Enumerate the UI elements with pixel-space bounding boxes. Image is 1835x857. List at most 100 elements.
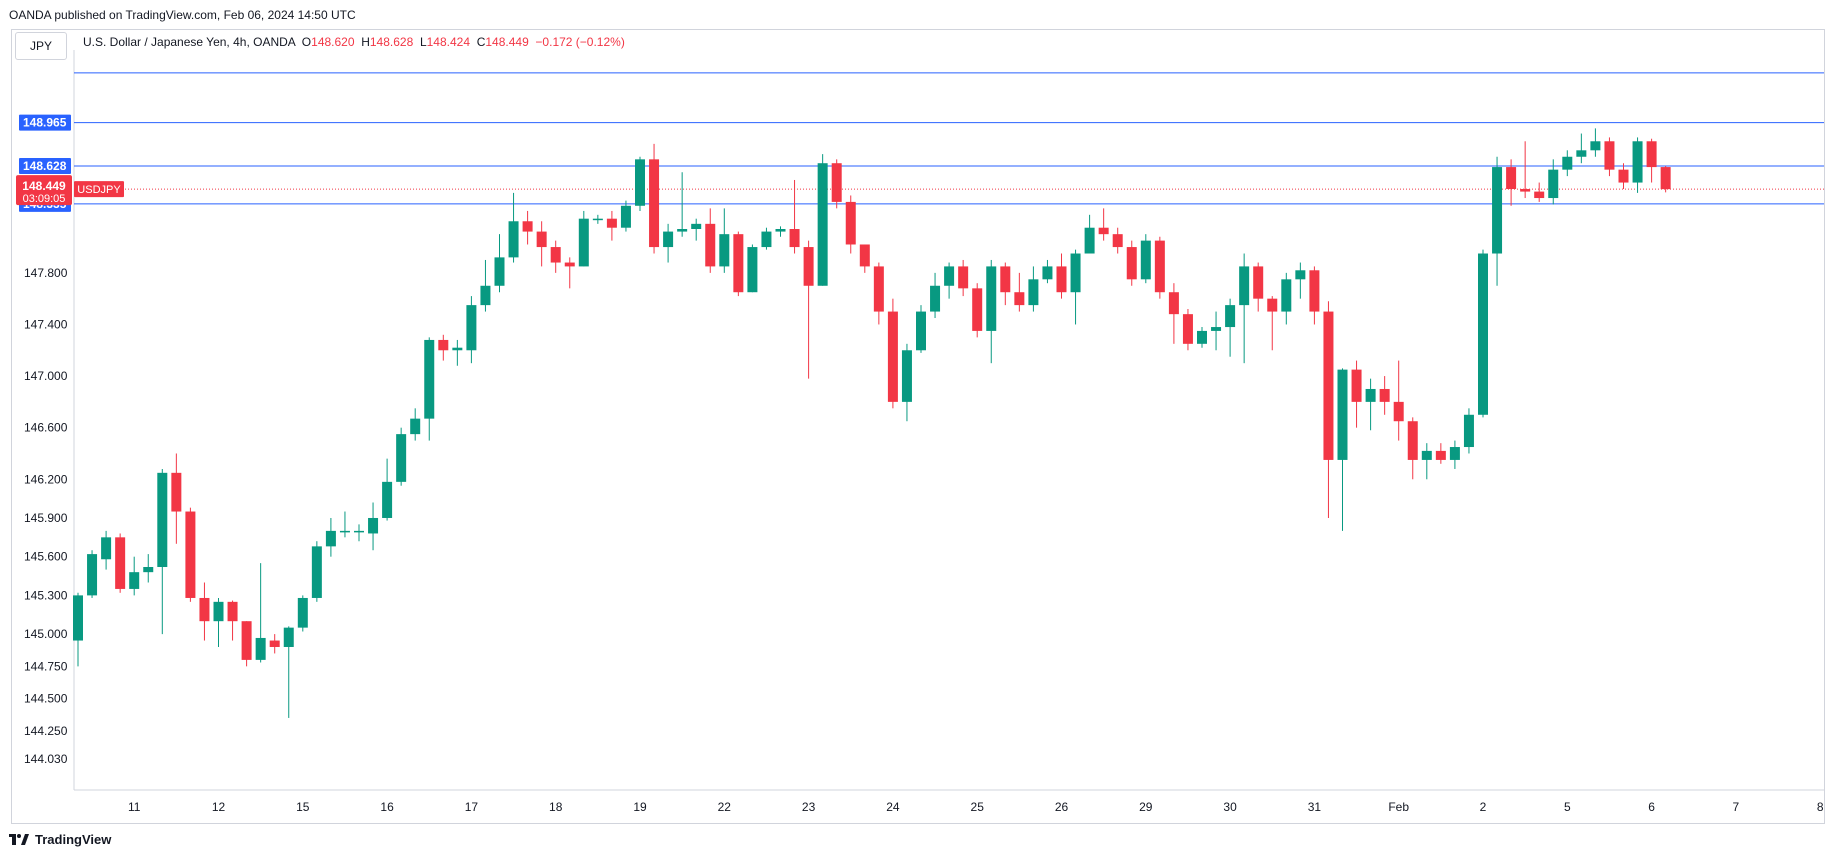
candle-body	[1098, 227, 1109, 235]
close-value: 148.449	[485, 35, 529, 49]
symbol-tag	[74, 181, 124, 198]
y-tick-label: 146.200	[24, 472, 68, 486]
candle-body	[1281, 279, 1292, 312]
candle-body	[1478, 253, 1488, 415]
candle-body	[73, 595, 83, 641]
tradingview-brand: TradingView	[35, 832, 112, 847]
candle-body	[424, 339, 435, 419]
candle-body	[747, 247, 758, 293]
candle-body	[986, 266, 997, 331]
x-tick-label: 6	[1648, 800, 1655, 814]
price-level-tag	[19, 114, 71, 131]
y-tick-label: 147.800	[24, 266, 68, 280]
y-tick-label: 145.900	[24, 511, 68, 525]
x-tick-label: 19	[633, 800, 647, 814]
candle-body	[1267, 298, 1278, 312]
candle-body	[536, 231, 547, 248]
tradingview-logo-icon	[9, 833, 29, 845]
candle-body	[817, 163, 828, 286]
x-tick-label: 17	[465, 800, 479, 814]
candle-body	[129, 572, 140, 589]
candle-body	[297, 597, 308, 628]
price-level-label: 148.628	[23, 159, 67, 173]
candle-body	[185, 511, 196, 598]
low-label: L	[419, 35, 427, 49]
x-tick-label: 30	[1223, 800, 1237, 814]
candle-body	[311, 546, 322, 598]
candle-body	[1520, 189, 1531, 192]
candle-body	[1407, 421, 1418, 460]
y-tick-label: 145.300	[24, 588, 68, 602]
candle-body	[1309, 270, 1320, 312]
y-tick-label: 146.600	[24, 421, 68, 435]
open-label: O	[301, 35, 312, 49]
candle-body	[1604, 141, 1615, 170]
candle-body	[831, 163, 842, 202]
candle-body	[157, 472, 168, 568]
candle-body	[1295, 270, 1306, 280]
x-tick-label: 16	[380, 800, 394, 814]
ohlc-legend: U.S. Dollar / Japanese Yen, 4h, OANDA O1…	[83, 35, 625, 49]
last-price-label: 148.449	[22, 179, 66, 193]
x-tick-label: 12	[212, 800, 226, 814]
candle-body	[958, 266, 969, 289]
x-tick-label: 24	[886, 800, 900, 814]
symbol-tag-label: USDJPY	[77, 184, 121, 196]
candle-body	[255, 637, 266, 660]
change-value: −0.172 (−0.12%)	[535, 35, 625, 49]
candle-body	[663, 231, 674, 248]
low-value: 148.424	[426, 35, 471, 49]
candle-body	[508, 221, 519, 258]
y-tick-label: 144.250	[24, 724, 68, 738]
candle-body	[901, 350, 912, 402]
x-tick-label: 29	[1139, 800, 1153, 814]
high-label: H	[361, 35, 370, 49]
x-tick-label: 15	[296, 800, 310, 814]
candle-body	[269, 640, 280, 647]
y-tick-label: 145.600	[24, 550, 68, 564]
candle-body	[171, 472, 182, 512]
candle-body	[578, 218, 589, 267]
candle-body	[930, 285, 941, 312]
candle-body	[1056, 266, 1067, 293]
candle-body	[227, 601, 238, 622]
candle-body	[480, 285, 491, 306]
candle-body	[691, 223, 702, 230]
candle-body	[1562, 156, 1573, 170]
candle-body	[620, 205, 631, 228]
candle-body	[1660, 167, 1671, 190]
candle-body	[1126, 247, 1137, 280]
y-tick-label: 145.000	[24, 627, 68, 641]
candle-body	[143, 567, 154, 573]
candle-body	[466, 305, 477, 351]
currency-selector[interactable]: JPY	[15, 32, 67, 60]
candle-body	[1646, 141, 1657, 168]
candle-body	[789, 229, 800, 248]
candle-body	[115, 537, 126, 589]
candle-body	[452, 347, 463, 351]
candle-body	[396, 434, 407, 482]
candle-body	[354, 530, 364, 533]
candle-body	[1393, 401, 1404, 422]
x-tick-label: 7	[1733, 800, 1740, 814]
candle-body	[916, 311, 926, 351]
candle-body	[1449, 447, 1460, 460]
candle-body	[1211, 327, 1222, 331]
candle-body	[494, 257, 505, 286]
price-level-label: 148.965	[23, 116, 67, 130]
x-tick-label: 8	[1817, 800, 1824, 814]
candle-body	[1379, 388, 1390, 402]
candle-body	[1534, 191, 1545, 199]
candle-body	[438, 339, 449, 351]
x-tick-label: 26	[1055, 800, 1069, 814]
candle-body	[719, 234, 730, 267]
y-tick-label: 147.000	[24, 369, 68, 383]
candle-body	[1590, 141, 1601, 151]
candle-body	[522, 221, 533, 232]
candle-body	[1421, 450, 1432, 460]
candle-body	[325, 530, 336, 547]
candle-body	[564, 262, 575, 267]
candle-body	[1323, 311, 1334, 460]
y-tick-label: 147.400	[24, 317, 68, 331]
